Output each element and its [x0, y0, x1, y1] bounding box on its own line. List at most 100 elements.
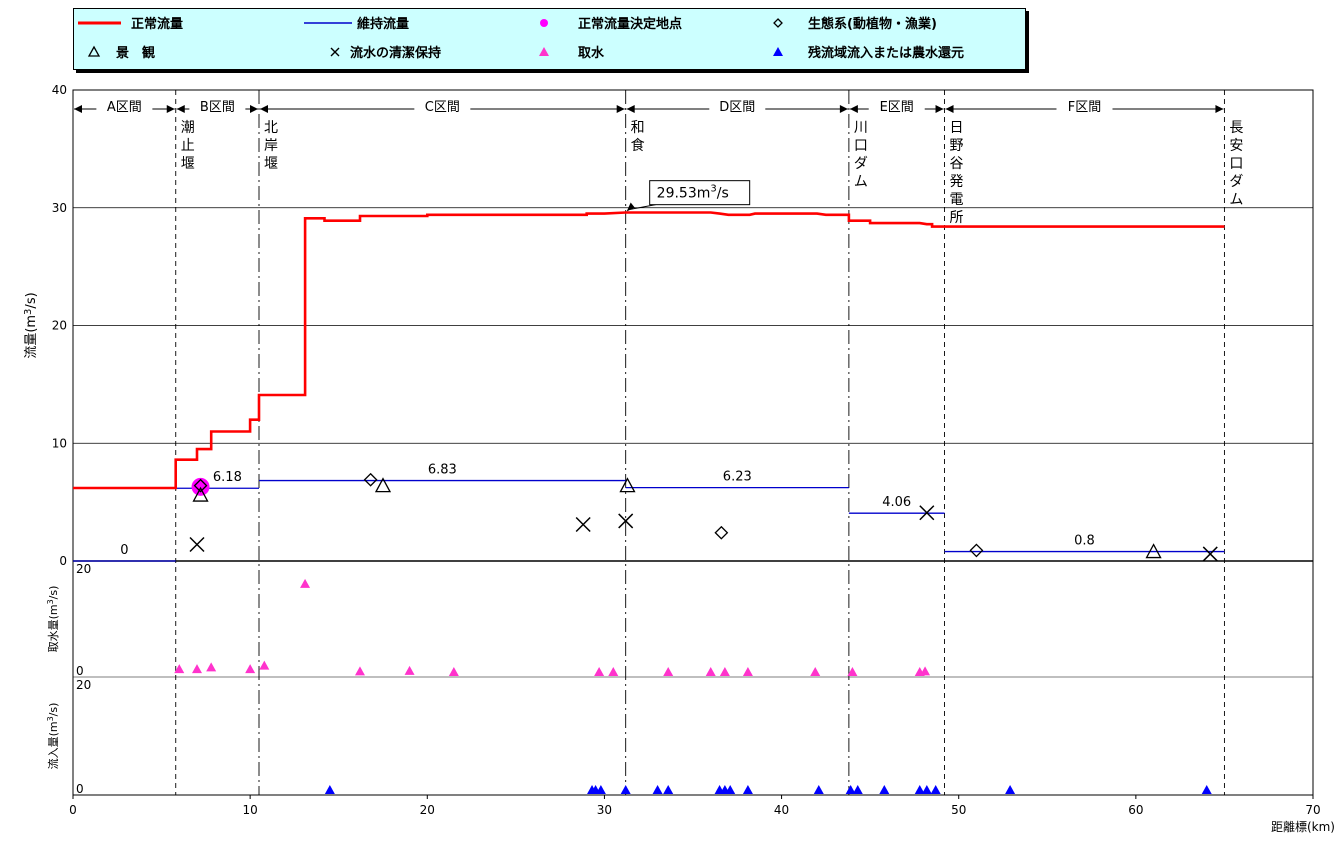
- boundary-label-char: 野: [950, 138, 964, 154]
- boundary-label-char: 食: [631, 137, 645, 154]
- inflow-marker: [1201, 785, 1212, 794]
- callout-box: [649, 180, 751, 206]
- boundary-label-char: ダ: [854, 156, 868, 172]
- inflow-marker: [914, 785, 925, 794]
- section-label: D区間: [719, 100, 755, 115]
- normal-flow-line: [73, 211, 1225, 490]
- inflow-marker: [725, 785, 736, 794]
- intake-marker: [300, 578, 311, 588]
- intake-marker: [663, 667, 674, 676]
- inflow-marker: [930, 785, 941, 794]
- inflow-marker: [595, 785, 606, 794]
- boundary-label-char: 堰: [181, 156, 195, 172]
- y-axis-label-main: 流量(m3/s): [23, 292, 39, 358]
- boundary-label-char: 谷: [950, 156, 964, 172]
- open-triangle-icon: [76, 45, 116, 59]
- boundary-label-char: 川: [854, 120, 868, 136]
- inflow-tick-top: 20: [76, 678, 91, 692]
- legend: 正常流量 維持流量 正常流量決定地点 生態系(動植物・漁業) 景 観 流水の清潔…: [73, 8, 1026, 70]
- ecosystem-marker: [193, 478, 208, 493]
- boundary-label-char: ム: [1229, 192, 1243, 208]
- boundary-label-char: 堰: [264, 156, 278, 172]
- section-label-bg: [709, 100, 766, 114]
- y-tick-label: 10: [52, 436, 67, 450]
- inflow-marker: [620, 785, 631, 794]
- section-arrow-head-right: [839, 105, 848, 113]
- intake-marker: [810, 667, 821, 676]
- x-tick-label: 0: [69, 803, 77, 817]
- maintenance-flow-label: 6.23: [723, 470, 752, 485]
- maintenance-flow-label: 6.83: [428, 463, 457, 478]
- inflow-tick-zero: 0: [76, 782, 84, 796]
- landscape-marker: [1145, 543, 1162, 559]
- intake-marker: [608, 667, 619, 676]
- boundary-label-char: 所: [950, 210, 964, 226]
- maintenance-flow-label: 6.18: [213, 470, 242, 485]
- inflow-marker: [852, 785, 863, 794]
- inflow-marker: [921, 785, 932, 794]
- inflow-marker: [663, 785, 674, 794]
- maintenance-flow-label: 0: [120, 543, 128, 558]
- cleanliness-marker: [189, 536, 205, 553]
- y-tick-label: 0: [59, 554, 67, 568]
- maintenance-flow-label: 4.06: [882, 495, 911, 510]
- ecosystem-marker: [969, 543, 984, 558]
- section-label-bg: [96, 100, 153, 114]
- ecosystem-marker: [363, 472, 378, 487]
- section-arrow-head-left: [260, 105, 268, 113]
- section-label: F区間: [1068, 100, 1101, 115]
- x-tick-label: 50: [951, 803, 966, 817]
- intake-marker: [259, 660, 270, 670]
- x-tick-label: 20: [420, 803, 435, 817]
- intake-marker: [245, 664, 256, 674]
- inflow-marker: [879, 785, 890, 794]
- intake-marker: [742, 667, 753, 676]
- section-arrow-head-left: [176, 105, 185, 113]
- inflow-marker: [845, 785, 856, 794]
- landscape-marker: [374, 477, 392, 493]
- intake-tick-top: 20: [76, 562, 91, 576]
- boundary-label-char: 潮: [181, 120, 195, 136]
- boundary-label-char: 北: [264, 120, 278, 136]
- maintenance-flow-label: 0.8: [1074, 534, 1095, 549]
- section-arrow-head-left: [74, 105, 82, 113]
- section-label: A区間: [107, 100, 142, 115]
- legend-cleanliness: 流水の清潔保持: [302, 42, 441, 61]
- section-label-bg: [1056, 100, 1113, 114]
- inflow-marker: [742, 785, 753, 794]
- intake-marker: [719, 667, 730, 676]
- plot-frame: [72, 89, 1314, 796]
- y-tick-label: 20: [52, 319, 67, 333]
- section-arrow-head-left: [626, 105, 635, 113]
- boundary-label-char: 口: [854, 138, 868, 154]
- section-label: B区間: [200, 100, 235, 115]
- x-tick-label: 30: [597, 803, 612, 817]
- section-arrow-head-right: [616, 105, 625, 113]
- section-label: C区間: [425, 100, 460, 115]
- x-tick-label: 70: [1305, 803, 1320, 817]
- intake-marker: [354, 666, 365, 676]
- y-axis-label-intake: 取水量(m3/s): [46, 586, 60, 653]
- cleanliness-marker: [575, 516, 591, 533]
- boundary-label-char: 発: [950, 174, 964, 190]
- section-arrow-head-right: [166, 105, 175, 113]
- intake-tick-zero: 0: [76, 664, 84, 678]
- landscape-marker: [192, 486, 209, 502]
- cleanliness-marker: [919, 505, 935, 521]
- intake-marker: [174, 664, 185, 674]
- section-arrow-head-right: [935, 105, 944, 113]
- section-label-bg: [868, 100, 925, 114]
- red-line-icon: [76, 16, 131, 30]
- intake-marker: [594, 667, 605, 676]
- boundary-label-char: 電: [950, 192, 964, 208]
- y-axis-label-inflow: 流入量(m3/s): [46, 703, 60, 770]
- callout-leader: [629, 204, 656, 210]
- boundary-label-char: 長: [1229, 120, 1243, 136]
- blue-line-icon: [302, 16, 357, 30]
- section-arrow-head-right: [250, 105, 258, 113]
- cleanliness-marker: [618, 513, 634, 529]
- x-tick-label: 60: [1128, 803, 1143, 817]
- y-tick-label: 30: [52, 201, 67, 215]
- intake-marker: [448, 667, 459, 676]
